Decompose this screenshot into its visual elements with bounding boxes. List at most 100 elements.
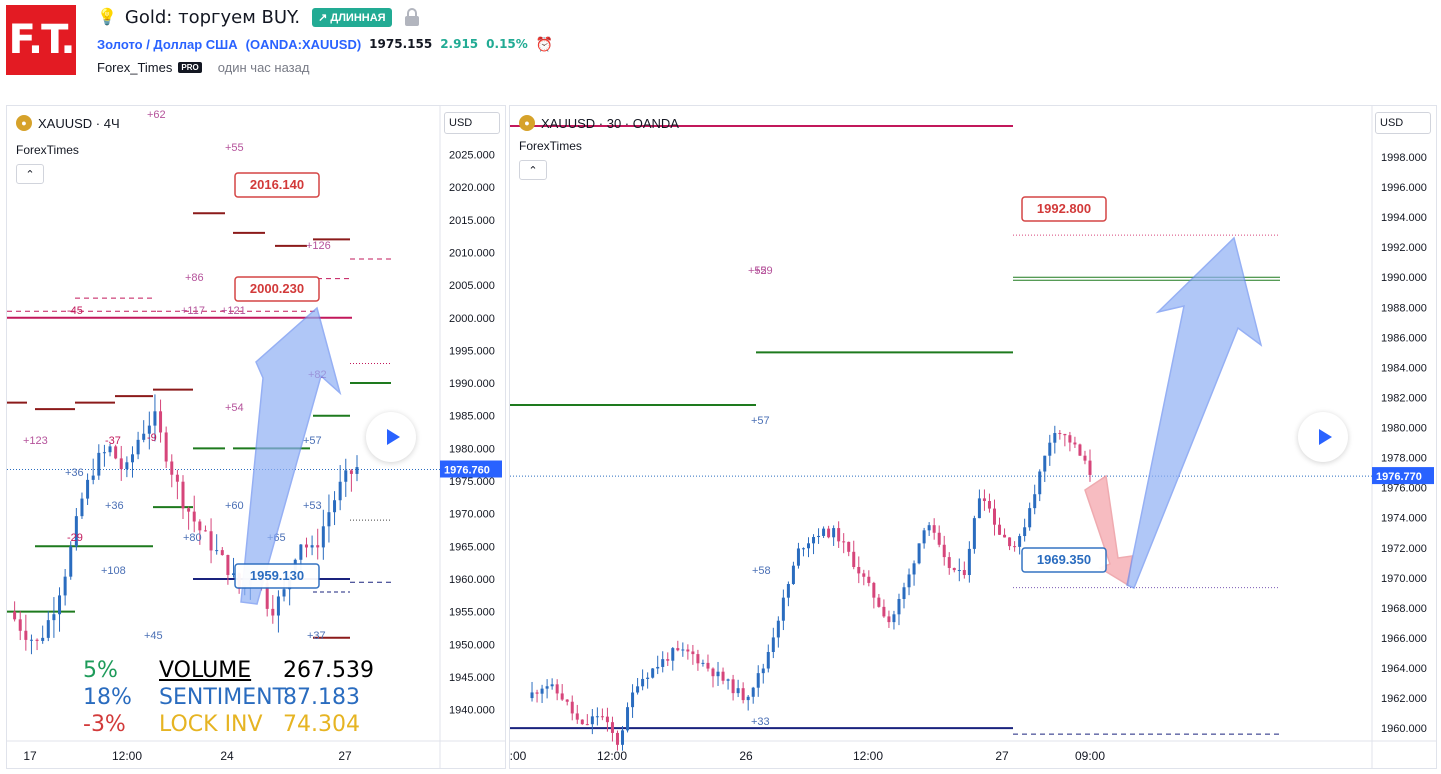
candle-body xyxy=(892,614,896,623)
level-annotation: +57 xyxy=(303,435,322,447)
candle-body xyxy=(927,525,931,531)
symbol-name-link[interactable]: Золото / Доллар США xyxy=(97,36,238,52)
play-button[interactable] xyxy=(366,412,416,462)
collapse-legend-button[interactable]: ⌃ xyxy=(16,164,44,184)
currency-button[interactable]: USD xyxy=(1375,112,1431,134)
price-tick-label: 1995.000 xyxy=(449,345,495,357)
candle-body xyxy=(726,679,730,681)
price-tick-label: 1940.000 xyxy=(449,705,495,717)
time-tick-label: 12:00 xyxy=(597,749,627,763)
level-annotation: +60 xyxy=(225,500,244,512)
candle-body xyxy=(932,525,936,533)
symbol-change: 2.915 xyxy=(440,37,479,51)
alarm-clock-icon[interactable]: ⏰ xyxy=(535,35,554,52)
candle-body xyxy=(837,528,841,542)
candle-body xyxy=(626,707,630,731)
price-tick-label: 2015.000 xyxy=(449,215,495,227)
callout-stop-box xyxy=(234,563,320,589)
price-tick-label: 1980.000 xyxy=(449,443,495,455)
level-annotation: +62 xyxy=(147,109,166,121)
chart-canvas-30m[interactable]: 1998.000 1996.000 1994.000 1992.000 1990.000… xyxy=(510,106,1437,769)
candle-body xyxy=(97,452,101,476)
lightbulb-icon: 💡 xyxy=(97,9,117,26)
chart-legend-symbol[interactable]: ● XAUUSD · 4Ч xyxy=(16,115,120,131)
candle-body xyxy=(847,541,851,552)
volume-value: 267.539 xyxy=(283,658,374,683)
price-tick-label: 1970.000 xyxy=(449,509,495,521)
level-annotation: +117 xyxy=(181,305,205,317)
candle-body xyxy=(35,639,39,641)
currency-button[interactable]: USD xyxy=(444,112,500,134)
callout-target-2-box xyxy=(234,276,320,302)
forex-times-logo[interactable]: F.T. xyxy=(6,5,76,75)
candle-body xyxy=(580,719,584,725)
candle-body xyxy=(181,481,185,509)
candle-body xyxy=(721,671,725,681)
candle-body xyxy=(962,570,966,576)
price-tick-label: 1950.000 xyxy=(449,639,495,651)
level-annotation: +36 xyxy=(105,500,124,512)
candle-body xyxy=(321,526,325,548)
callout-stop: 1969.350 xyxy=(1037,552,1091,567)
candle-body xyxy=(812,537,816,544)
candle-body xyxy=(862,573,866,577)
candle-body xyxy=(74,516,78,547)
target-arrow xyxy=(1126,236,1263,589)
candle-body xyxy=(842,541,846,543)
lock-pct: -3% xyxy=(83,712,126,737)
level-annotation: +52 xyxy=(748,265,767,277)
candle-body xyxy=(63,576,67,596)
collapse-legend-button[interactable]: ⌃ xyxy=(519,160,547,180)
candle-body xyxy=(159,411,163,433)
price-tick-label: 1972.000 xyxy=(1381,543,1427,555)
symbol-ticker-link[interactable]: (OANDA:XAUUSD) xyxy=(245,36,362,52)
chart-legend-symbol[interactable]: ● XAUUSD · 30 · OANDA xyxy=(519,115,679,131)
candle-body xyxy=(338,481,342,501)
candle-body xyxy=(220,550,224,556)
price-tick-label: 1975.000 xyxy=(449,476,495,488)
chart-pane-4h[interactable]: 2025.000 2020.000 2015.000 2010.000 2005.000… xyxy=(6,105,506,769)
candle-body xyxy=(590,716,594,725)
price-tick-label: 1980.000 xyxy=(1381,423,1427,435)
indicator-label[interactable]: ForexTimes xyxy=(16,143,79,157)
candle-body xyxy=(125,462,129,470)
price-tick-label: 1965.000 xyxy=(449,541,495,553)
candle-body xyxy=(52,614,56,621)
candle-body xyxy=(801,548,805,550)
candle-body xyxy=(119,458,123,470)
candle-body xyxy=(18,619,22,631)
candle-body xyxy=(316,545,320,548)
author-link[interactable]: Forex_Times xyxy=(97,59,173,75)
candle-body xyxy=(1058,433,1062,435)
price-tick-label: 1998.000 xyxy=(1381,152,1427,164)
lock-icon xyxy=(404,8,420,26)
level-annotation: -9 xyxy=(147,432,157,444)
indicator-label[interactable]: ForexTimes xyxy=(519,139,582,153)
candle-body xyxy=(560,693,564,700)
candle-body xyxy=(570,701,574,714)
candle-body xyxy=(203,530,207,532)
callout-stop: 1959.130 xyxy=(250,568,304,583)
level-annotation: +86 xyxy=(185,272,204,284)
candle-body xyxy=(545,686,549,689)
chevron-up-icon: ⌃ xyxy=(25,168,35,181)
candle-body xyxy=(1048,442,1052,456)
chart-canvas-4h[interactable]: 2025.000 2020.000 2015.000 2010.000 2005.000… xyxy=(7,106,506,769)
level-annotation: +80 xyxy=(183,532,202,544)
candle-body xyxy=(102,452,106,454)
price-tick-label: 2020.000 xyxy=(449,182,495,194)
candle-body xyxy=(333,500,337,513)
level-annotation: -45 xyxy=(67,305,83,317)
candle-body xyxy=(736,688,740,694)
candle-body xyxy=(942,544,946,558)
candle-body xyxy=(535,692,539,694)
chart-pane-30m[interactable]: 1998.000 1996.000 1994.000 1992.000 1990.000… xyxy=(509,105,1437,769)
level-annotation: +121 xyxy=(221,305,246,317)
candle-body xyxy=(530,692,534,699)
candle-body xyxy=(696,654,700,664)
candle-body xyxy=(610,722,614,733)
price-tick-label: 1985.000 xyxy=(449,411,495,423)
candle-body xyxy=(867,576,871,583)
lock-value: 74.304 xyxy=(283,712,360,737)
play-button[interactable] xyxy=(1298,412,1348,462)
